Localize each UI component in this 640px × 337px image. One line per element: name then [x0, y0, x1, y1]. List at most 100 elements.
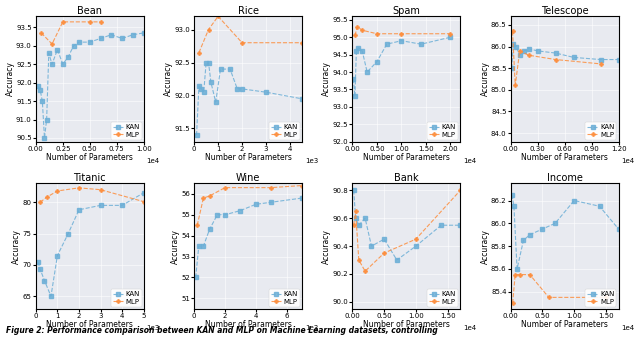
MLP	[526, 273, 534, 277]
Text: 1e3: 1e3	[305, 158, 318, 164]
Line: KAN: KAN	[510, 43, 620, 70]
KAN	[252, 202, 260, 206]
MLP	[43, 195, 51, 199]
X-axis label: Number of Parameters: Number of Parameters	[521, 320, 608, 329]
Y-axis label: Accuracy: Accuracy	[164, 62, 173, 96]
KAN	[193, 133, 200, 137]
KAN	[298, 97, 306, 101]
KAN	[217, 67, 225, 71]
KAN	[198, 87, 205, 91]
X-axis label: Number of Parameters: Number of Parameters	[46, 320, 133, 329]
KAN	[140, 31, 147, 35]
Line: MLP: MLP	[40, 20, 102, 46]
KAN	[118, 203, 126, 207]
KAN	[234, 87, 241, 91]
Text: 1e4: 1e4	[147, 158, 159, 164]
KAN	[195, 244, 203, 248]
KAN	[352, 216, 360, 220]
KAN	[417, 42, 425, 46]
KAN	[526, 233, 534, 237]
Line: KAN: KAN	[352, 35, 452, 98]
KAN	[43, 118, 51, 122]
KAN	[534, 49, 541, 53]
MLP	[511, 84, 519, 88]
KAN	[353, 49, 360, 53]
KAN	[383, 42, 390, 46]
Title: Spam: Spam	[392, 5, 420, 16]
X-axis label: Number of Parameters: Number of Parameters	[205, 320, 291, 329]
MLP	[205, 194, 213, 198]
KAN	[45, 51, 52, 55]
KAN	[213, 213, 221, 217]
MLP	[350, 223, 358, 227]
MLP	[195, 51, 203, 55]
KAN	[221, 213, 228, 217]
MLP	[353, 25, 361, 29]
X-axis label: Number of Parameters: Number of Parameters	[363, 153, 450, 162]
Y-axis label: Accuracy: Accuracy	[481, 229, 490, 264]
Title: Bean: Bean	[77, 5, 102, 16]
KAN	[355, 223, 363, 227]
MLP	[36, 200, 44, 204]
KAN	[238, 87, 246, 91]
KAN	[570, 198, 578, 203]
Title: Rice: Rice	[237, 5, 259, 16]
MLP	[97, 188, 104, 192]
MLP	[352, 209, 360, 213]
Y-axis label: Accuracy: Accuracy	[12, 229, 21, 264]
KAN	[349, 77, 357, 81]
KAN	[47, 294, 55, 298]
KAN	[97, 36, 104, 40]
KAN	[614, 58, 622, 62]
MLP	[97, 20, 104, 24]
KAN	[373, 60, 381, 64]
KAN	[129, 33, 137, 37]
Line: MLP: MLP	[38, 186, 145, 204]
Legend: KAN, MLP: KAN, MLP	[586, 122, 616, 140]
MLP	[596, 62, 604, 66]
KAN	[350, 188, 358, 192]
Text: 1e3: 1e3	[305, 326, 318, 332]
KAN	[59, 62, 67, 66]
Legend: KAN, MLP: KAN, MLP	[269, 122, 300, 140]
MLP	[214, 14, 222, 18]
X-axis label: Number of Parameters: Number of Parameters	[363, 320, 450, 329]
KAN	[298, 196, 306, 200]
MLP	[373, 32, 381, 36]
MLP	[602, 295, 610, 299]
Line: MLP: MLP	[197, 14, 304, 54]
Line: KAN: KAN	[36, 191, 145, 298]
KAN	[520, 49, 528, 53]
KAN	[355, 45, 362, 50]
KAN	[393, 258, 401, 262]
MLP	[268, 186, 275, 190]
Line: MLP: MLP	[511, 30, 602, 87]
KAN	[227, 67, 234, 71]
KAN	[36, 267, 44, 271]
KAN	[108, 33, 115, 37]
MLP	[412, 237, 420, 241]
Y-axis label: Accuracy: Accuracy	[322, 62, 331, 96]
Title: Bank: Bank	[394, 173, 419, 183]
MLP	[140, 200, 147, 204]
KAN	[437, 223, 445, 227]
MLP	[509, 29, 516, 33]
Y-axis label: Accuracy: Accuracy	[6, 62, 15, 96]
Legend: KAN, MLP: KAN, MLP	[586, 289, 616, 307]
MLP	[511, 273, 519, 277]
Title: Titanic: Titanic	[74, 173, 106, 183]
KAN	[351, 94, 359, 98]
KAN	[54, 48, 61, 52]
MLP	[37, 31, 45, 35]
KAN	[512, 44, 520, 49]
KAN	[508, 193, 516, 197]
KAN	[200, 90, 207, 94]
KAN	[34, 84, 42, 88]
X-axis label: Number of Parameters: Number of Parameters	[205, 153, 291, 162]
KAN	[552, 51, 559, 55]
MLP	[200, 196, 207, 200]
KAN	[34, 260, 42, 264]
MLP	[358, 28, 366, 32]
KAN	[41, 279, 49, 283]
MLP	[351, 33, 359, 37]
